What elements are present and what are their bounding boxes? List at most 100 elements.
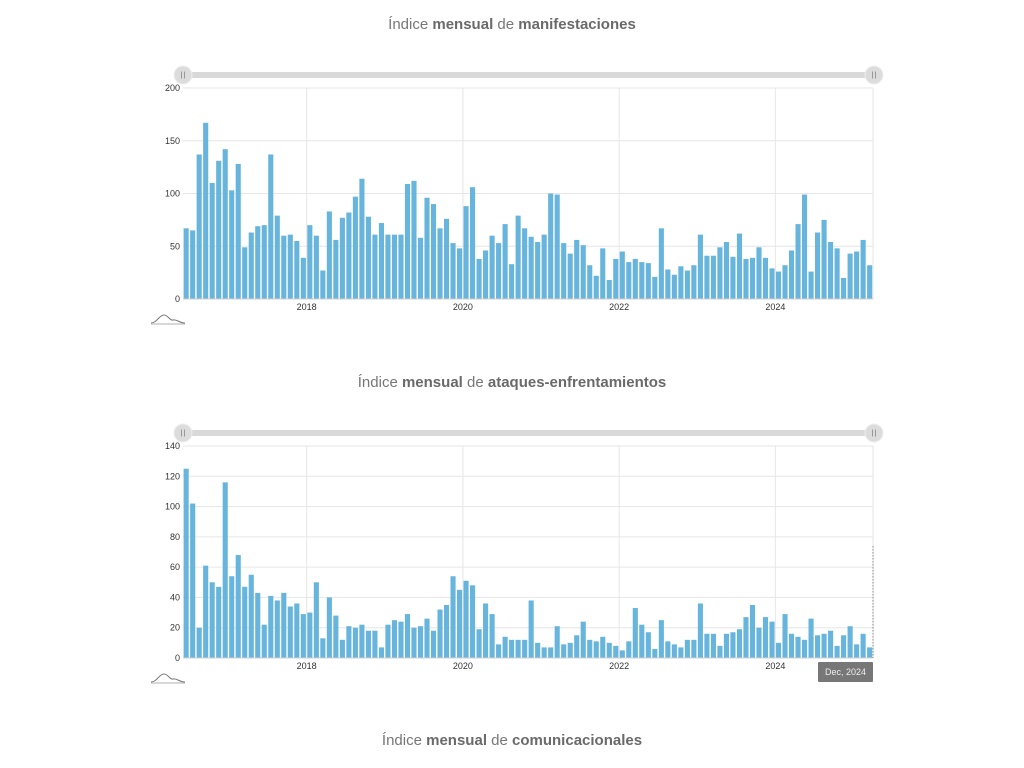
bar[interactable]: [522, 228, 528, 299]
range-slider-handle-right[interactable]: [864, 423, 884, 443]
bar[interactable]: [841, 277, 847, 299]
bar[interactable]: [632, 258, 638, 299]
bar[interactable]: [606, 280, 612, 299]
bar[interactable]: [815, 635, 821, 658]
bar[interactable]: [574, 635, 580, 658]
bar[interactable]: [535, 642, 541, 658]
bar[interactable]: [281, 235, 287, 299]
bar[interactable]: [801, 194, 808, 299]
bar[interactable]: [378, 223, 384, 299]
bar[interactable]: [509, 264, 515, 299]
bar[interactable]: [795, 636, 801, 658]
bar[interactable]: [834, 645, 840, 658]
bar[interactable]: [398, 234, 404, 299]
bar[interactable]: [528, 600, 534, 658]
bar[interactable]: [769, 268, 775, 299]
bar[interactable]: [749, 605, 756, 658]
bar[interactable]: [509, 639, 515, 658]
bar[interactable]: [502, 636, 508, 658]
bar[interactable]: [216, 586, 222, 658]
bar[interactable]: [398, 621, 404, 658]
bar[interactable]: [567, 253, 573, 299]
bar[interactable]: [821, 219, 827, 299]
bar[interactable]: [268, 154, 274, 299]
bar[interactable]: [235, 555, 241, 658]
bar[interactable]: [255, 226, 261, 299]
bar[interactable]: [541, 234, 547, 299]
bar[interactable]: [352, 196, 358, 299]
bar[interactable]: [515, 639, 521, 658]
bar[interactable]: [294, 603, 300, 658]
bar[interactable]: [203, 122, 209, 299]
bar[interactable]: [274, 600, 280, 658]
bar[interactable]: [600, 248, 606, 299]
bar[interactable]: [684, 270, 690, 299]
bar[interactable]: [372, 234, 378, 299]
bar[interactable]: [736, 233, 743, 299]
bar[interactable]: [717, 645, 723, 658]
bar[interactable]: [535, 242, 541, 299]
bar[interactable]: [567, 642, 573, 658]
bar[interactable]: [365, 216, 371, 299]
bar[interactable]: [222, 149, 228, 299]
bar[interactable]: [710, 255, 716, 299]
bar[interactable]: [580, 621, 586, 658]
bar[interactable]: [528, 236, 534, 299]
bar[interactable]: [847, 253, 853, 299]
bar[interactable]: [697, 603, 703, 658]
bar[interactable]: [867, 265, 873, 299]
bar[interactable]: [359, 178, 365, 299]
bar[interactable]: [274, 215, 280, 299]
bar[interactable]: [411, 180, 417, 299]
bar[interactable]: [821, 633, 827, 658]
bar[interactable]: [710, 633, 716, 658]
bar[interactable]: [209, 582, 215, 658]
bar[interactable]: [782, 265, 788, 299]
bar[interactable]: [196, 154, 202, 299]
bar[interactable]: [483, 250, 489, 299]
bar[interactable]: [854, 644, 860, 658]
range-slider-handle-right[interactable]: [864, 65, 884, 85]
bar[interactable]: [691, 265, 697, 299]
bar[interactable]: [248, 232, 254, 299]
bar[interactable]: [209, 182, 215, 299]
bar[interactable]: [307, 612, 313, 658]
bar[interactable]: [372, 630, 378, 658]
bar[interactable]: [430, 204, 437, 299]
bar[interactable]: [378, 647, 384, 658]
bar[interactable]: [463, 580, 469, 658]
bar[interactable]: [684, 639, 690, 658]
bar[interactable]: [261, 624, 267, 658]
bar[interactable]: [261, 225, 267, 299]
bar[interactable]: [782, 614, 788, 658]
bar[interactable]: [775, 642, 782, 658]
bar[interactable]: [730, 632, 736, 658]
bar[interactable]: [496, 644, 502, 658]
bar[interactable]: [404, 184, 411, 299]
bar[interactable]: [860, 633, 866, 658]
bar[interactable]: [554, 194, 560, 299]
bar[interactable]: [411, 627, 417, 658]
bar[interactable]: [430, 630, 437, 658]
bar[interactable]: [417, 626, 424, 658]
bar[interactable]: [815, 232, 821, 299]
bar[interactable]: [749, 257, 756, 299]
bar[interactable]: [281, 592, 287, 658]
bar[interactable]: [606, 642, 612, 658]
bar[interactable]: [463, 206, 469, 299]
bar[interactable]: [795, 224, 801, 299]
bar[interactable]: [645, 632, 651, 658]
bar[interactable]: [808, 618, 814, 658]
bar[interactable]: [652, 648, 658, 658]
slider-handle-knob[interactable]: [864, 423, 884, 443]
bar[interactable]: [339, 217, 345, 299]
bar[interactable]: [391, 234, 398, 299]
bar[interactable]: [489, 235, 495, 299]
bar[interactable]: [723, 633, 729, 658]
bar[interactable]: [639, 262, 645, 299]
bar[interactable]: [242, 586, 248, 658]
bar[interactable]: [476, 629, 482, 658]
bar[interactable]: [691, 639, 697, 658]
slider-handle-knob[interactable]: [864, 65, 884, 85]
bar[interactable]: [632, 608, 638, 658]
